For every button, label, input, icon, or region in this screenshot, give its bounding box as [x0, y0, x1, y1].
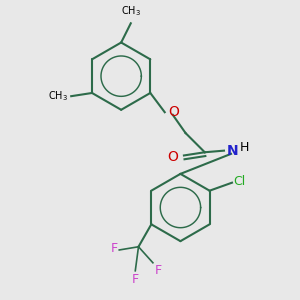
Text: CH$_3$: CH$_3$: [121, 5, 141, 19]
Text: F: F: [132, 273, 139, 286]
Text: F: F: [154, 264, 162, 278]
Text: N: N: [227, 144, 239, 158]
Text: Cl: Cl: [234, 175, 246, 188]
Text: O: O: [169, 105, 179, 119]
Text: O: O: [167, 150, 178, 164]
Text: F: F: [110, 242, 118, 255]
Text: CH$_3$: CH$_3$: [48, 89, 68, 103]
Text: H: H: [239, 141, 249, 154]
